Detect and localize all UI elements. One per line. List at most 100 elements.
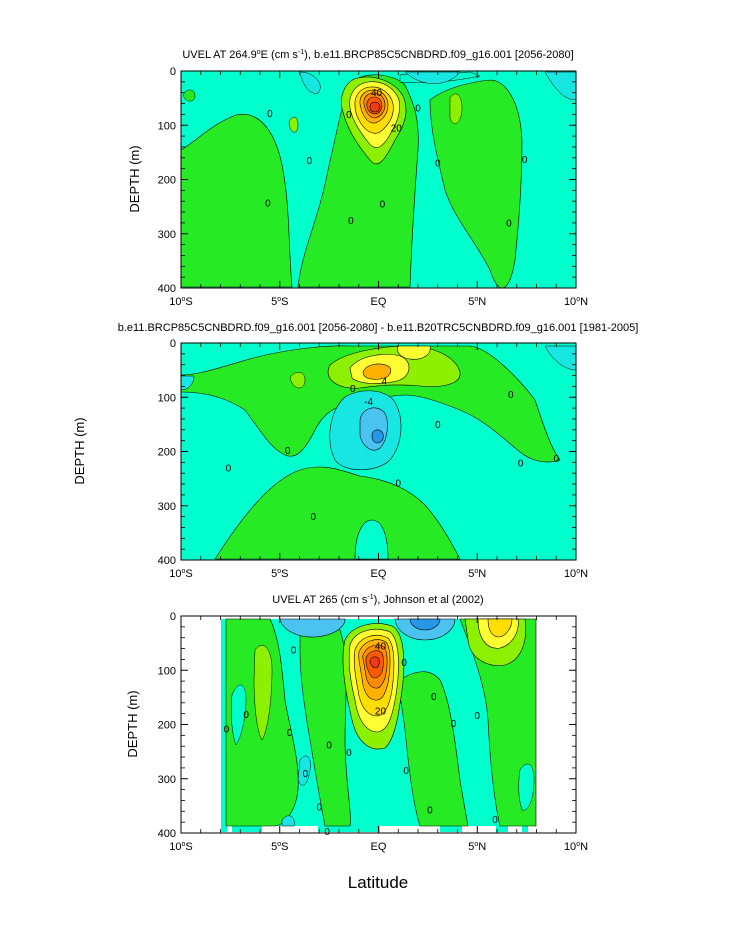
panel-2-green-upper bbox=[181, 345, 561, 463]
y-tick-label: 0 bbox=[170, 611, 176, 623]
panel-3-cyan-west-sliver bbox=[230, 684, 247, 746]
contour-label: 0 bbox=[285, 446, 291, 457]
panel-1-lime-east bbox=[449, 93, 463, 125]
panel-3-dkblue-top-east bbox=[409, 618, 441, 631]
contour-label: 20 bbox=[391, 123, 403, 134]
panel-2: b.e11.BRCP85C5CNBDRD.f09_g16.001 [2056-2… bbox=[72, 322, 638, 580]
contour-label: 0 bbox=[431, 692, 437, 703]
contour-label: 0 bbox=[435, 420, 441, 431]
contour-label: 0 bbox=[303, 769, 309, 780]
panel-2-title: b.e11.BRCP85C5CNBDRD.f09_g16.001 [2056-2… bbox=[118, 322, 639, 334]
panel-3-green-east bbox=[399, 671, 469, 827]
x-tick-label: 5oS bbox=[271, 296, 288, 308]
y-tick-label: 0 bbox=[170, 66, 176, 78]
x-tick-label: EQ bbox=[371, 841, 387, 853]
x-tick-label: 5oS bbox=[271, 568, 288, 580]
panel-1-turq-top bbox=[299, 71, 321, 94]
contour-label: 0 bbox=[508, 390, 514, 401]
panel-2-turq-east-edge bbox=[544, 345, 576, 371]
panel-3-cyan-east-sliver bbox=[518, 763, 535, 811]
x-tick-label: 10oN bbox=[564, 568, 588, 580]
panel-2-y-axis: 0 100 200 300 400 bbox=[158, 338, 576, 567]
panel-1-turq-east-edge bbox=[544, 71, 576, 101]
y-tick-label: 400 bbox=[158, 555, 176, 567]
panel-1-green-west bbox=[181, 113, 293, 288]
contour-label: 0 bbox=[474, 711, 480, 722]
contour-label: 0 bbox=[307, 156, 313, 167]
panel-2-contour-labels: 4 -4 0 0 0 0 0 0 0 0 0 bbox=[226, 376, 560, 523]
contour-label: -4 bbox=[364, 397, 373, 408]
panel-3-contour-labels: 40 20 0 0 0 0 0 0 0 0 0 0 0 0 0 0 0 0 bbox=[224, 641, 499, 838]
panel-1-title: UVEL AT 264.9oE (cm s-1), b.e11.BRCP85C5… bbox=[182, 49, 573, 61]
contour-label: 0 bbox=[346, 748, 352, 759]
contour-label: 40 bbox=[375, 641, 387, 652]
panel-2-field bbox=[181, 343, 576, 560]
panel-2-x-axis: 10oS 5oS EQ 5oN 10oN bbox=[169, 343, 588, 580]
panel-3-green-far-east bbox=[459, 618, 537, 827]
contour-label: 0 bbox=[492, 815, 498, 826]
panel-1-lime-west bbox=[288, 116, 299, 133]
panel-2-green-lower bbox=[214, 466, 461, 560]
contour-label: 0 bbox=[401, 658, 407, 669]
y-tick-label: 400 bbox=[158, 283, 176, 295]
contour-label: 0 bbox=[435, 159, 441, 170]
x-tick-label: 10oS bbox=[169, 841, 193, 853]
panel-1: UVEL AT 264.9oE (cm s-1), b.e11.BRCP85C5… bbox=[127, 49, 588, 308]
x-tick-label: 10oS bbox=[169, 568, 193, 580]
panel-1-ylabel: DEPTH (m) bbox=[127, 145, 142, 212]
y-tick-label: 300 bbox=[158, 229, 176, 241]
contour-label: 0 bbox=[395, 478, 401, 489]
contour-label: 0 bbox=[518, 458, 524, 469]
panel-3-x-axis: 10oS 5oS EQ 5oN 10oN bbox=[169, 616, 588, 853]
x-tick-label: 10oS bbox=[169, 296, 193, 308]
panel-1-green-nw bbox=[182, 89, 196, 102]
contour-label: 0 bbox=[415, 103, 421, 114]
y-tick-label: 300 bbox=[158, 774, 176, 786]
y-tick-label: 100 bbox=[158, 120, 176, 132]
y-tick-label: 200 bbox=[158, 175, 176, 187]
contour-label: 0 bbox=[267, 109, 273, 120]
x-tick-label: EQ bbox=[371, 296, 387, 308]
panel-2-lime-west bbox=[289, 372, 306, 389]
panel-2-ylabel: DEPTH (m) bbox=[72, 417, 87, 484]
panel-3: UVEL AT 265 (cm s-1), Johnson et al (200… bbox=[125, 594, 588, 853]
panel-3-lt-orange-east bbox=[487, 618, 513, 638]
panel-1-core-dk-red bbox=[369, 101, 381, 113]
contour-label: 0 bbox=[380, 199, 386, 210]
y-tick-label: 200 bbox=[158, 447, 176, 459]
panel-3-title: UVEL AT 265 (cm s-1), Johnson et al (200… bbox=[272, 594, 483, 606]
panel-1-green-east bbox=[429, 79, 523, 288]
contour-label: 0 bbox=[326, 741, 332, 752]
contour-label: 40 bbox=[371, 88, 383, 99]
panel-1-contour-labels: 40 20 0 0 0 0 0 0 0 0 0 0 bbox=[265, 88, 528, 229]
y-tick-label: 100 bbox=[158, 392, 176, 404]
panel-3-lime-west bbox=[253, 645, 273, 741]
contour-label: 0 bbox=[553, 454, 559, 465]
y-tick-label: 400 bbox=[158, 828, 176, 840]
panel-2-blue-neg-mid bbox=[359, 407, 388, 451]
contour-label: 0 bbox=[311, 512, 317, 523]
contour-label: 0 bbox=[350, 384, 356, 395]
x-tick-label: 5oN bbox=[468, 296, 486, 308]
x-tick-label: 10oN bbox=[564, 841, 588, 853]
x-tick-label: 5oS bbox=[271, 841, 288, 853]
panel-3-green-mid bbox=[299, 621, 351, 827]
panel-3-ylabel: DEPTH (m) bbox=[125, 690, 140, 757]
contour-label: 0 bbox=[346, 110, 352, 121]
y-tick-label: 200 bbox=[158, 720, 176, 732]
panel-2-yellow-top bbox=[396, 345, 431, 360]
contour-label: 0 bbox=[243, 710, 249, 721]
panel-3-turq-patch-a bbox=[297, 755, 311, 786]
x-tick-label: 5oN bbox=[468, 841, 486, 853]
contour-label: 0 bbox=[506, 218, 512, 229]
contour-label: 0 bbox=[224, 724, 230, 735]
contour-label: 0 bbox=[265, 198, 271, 209]
panel-3-field bbox=[221, 618, 537, 832]
contour-label: 0 bbox=[348, 216, 354, 227]
x-tick-label: EQ bbox=[371, 568, 387, 580]
contour-label: 0 bbox=[291, 646, 297, 657]
panel-3-turq-patch-b bbox=[281, 815, 295, 827]
y-tick-label: 300 bbox=[158, 501, 176, 513]
